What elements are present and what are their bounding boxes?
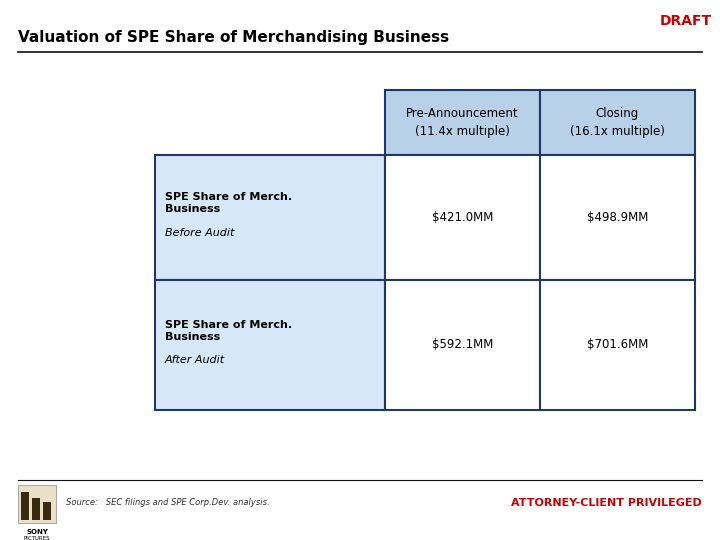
Bar [385, 155, 540, 280]
Text: SPE Share of Merch.: SPE Share of Merch. [165, 320, 292, 330]
Bar [43, 502, 51, 520]
Text: Before Audit: Before Audit [165, 227, 235, 238]
Bar [32, 498, 40, 520]
Text: Closing
(16.1x multiple): Closing (16.1x multiple) [570, 107, 665, 138]
Text: After Audit: After Audit [165, 355, 225, 365]
Text: DRAFT: DRAFT [660, 14, 712, 28]
Bar [155, 155, 385, 280]
Text: Valuation of SPE Share of Merchandising Business: Valuation of SPE Share of Merchandising … [18, 30, 449, 45]
Text: Business: Business [165, 205, 220, 214]
Text: Pre-Announcement
(11.4x multiple): Pre-Announcement (11.4x multiple) [406, 107, 519, 138]
Bar [155, 280, 385, 410]
Bar [540, 280, 695, 410]
Bar [385, 90, 540, 155]
Text: PICTURES: PICTURES [24, 536, 50, 540]
Bar [18, 485, 56, 523]
Text: Business: Business [165, 332, 220, 342]
Text: Source:   SEC filings and SPE Corp.Dev. analysis.: Source: SEC filings and SPE Corp.Dev. an… [66, 498, 269, 507]
Text: $701.6MM: $701.6MM [587, 339, 648, 352]
Bar [385, 280, 540, 410]
Text: $498.9MM: $498.9MM [587, 211, 648, 224]
Text: $421.0MM: $421.0MM [432, 211, 493, 224]
Bar [540, 155, 695, 280]
Text: SPE Share of Merch.: SPE Share of Merch. [165, 192, 292, 202]
Text: ATTORNEY-CLIENT PRIVILEGED: ATTORNEY-CLIENT PRIVILEGED [511, 498, 702, 508]
Text: SONY: SONY [26, 529, 48, 535]
Text: $592.1MM: $592.1MM [432, 339, 493, 352]
Bar [540, 90, 695, 155]
Bar [21, 492, 29, 520]
